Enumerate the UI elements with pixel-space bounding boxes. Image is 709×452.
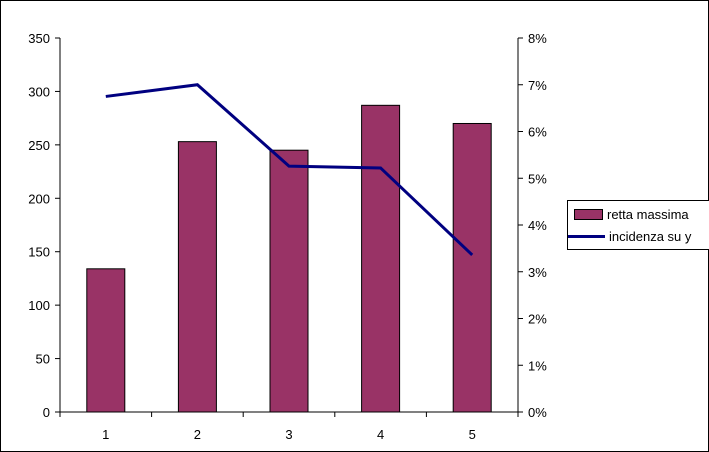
right-axis: 0% 1% 2% 3% 4% 5% 6% 7% 8% [517, 31, 547, 420]
legend-label-line: incidenza su y [609, 228, 692, 244]
right-tick-label: 3% [528, 265, 547, 280]
legend-item-bar: retta massima [568, 204, 689, 224]
x-tick-label: 3 [285, 427, 292, 442]
right-tick-label: 0% [528, 405, 547, 420]
bar [86, 268, 126, 413]
x-tick-label: 4 [377, 427, 384, 442]
bar [269, 149, 309, 413]
x-tick-label: 1 [102, 427, 109, 442]
left-axis: 0 50 100 150 200 250 300 350 [28, 31, 61, 420]
legend-swatch-line [568, 234, 605, 238]
right-tick-label: 2% [528, 312, 547, 327]
left-tick-label: 100 [28, 298, 50, 313]
left-tick-label: 150 [28, 245, 50, 260]
line-series-path [105, 83, 474, 257]
x-axis: 1 2 3 4 5 [59, 411, 519, 442]
left-tick-label: 200 [28, 191, 50, 206]
legend: retta massima incidenza su y [567, 200, 709, 250]
right-tick-label: 6% [528, 125, 547, 140]
right-tick-label: 1% [528, 358, 547, 373]
bar [361, 104, 401, 413]
legend-swatch-bar [574, 208, 603, 220]
left-tick-label: 250 [28, 138, 50, 153]
line-series [105, 83, 474, 257]
right-tick-label: 4% [528, 218, 547, 233]
right-tick-label: 8% [528, 31, 547, 46]
bar-series [86, 104, 492, 413]
right-tick-label: 7% [528, 78, 547, 93]
x-tick-label: 2 [194, 427, 201, 442]
left-tick-label: 300 [28, 84, 50, 99]
x-tick-label: 5 [469, 427, 476, 442]
legend-item-line: incidenza su y [568, 226, 691, 246]
bar [177, 141, 217, 413]
left-tick-label: 0 [43, 405, 50, 420]
legend-label-bar: retta massima [607, 206, 689, 222]
bar [452, 122, 492, 413]
left-tick-label: 50 [36, 352, 50, 367]
left-tick-label: 350 [28, 31, 50, 46]
right-tick-label: 5% [528, 171, 547, 186]
